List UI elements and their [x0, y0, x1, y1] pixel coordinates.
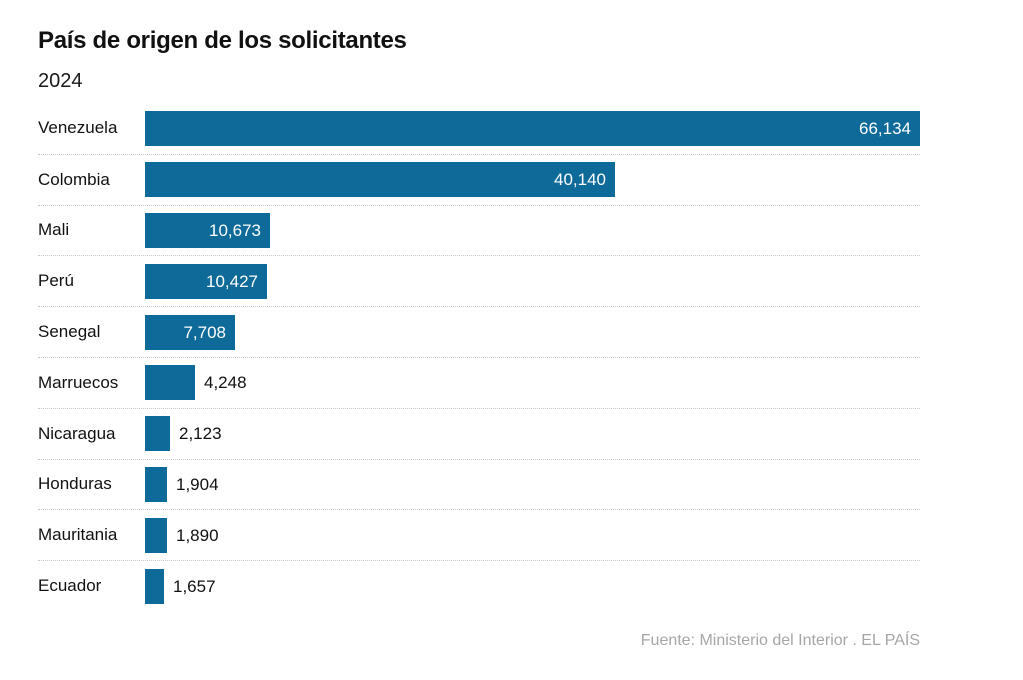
bar-row: Ecuador 1,657: [38, 560, 920, 611]
bar-row: Perú 10,427: [38, 255, 920, 306]
bar-track: 40,140: [145, 162, 920, 198]
country-label: Venezuela: [38, 118, 118, 138]
value-label: 1,890: [176, 525, 219, 545]
bar-track: 1,657: [145, 568, 920, 604]
country-label: Colombia: [38, 169, 110, 189]
bar: 66,134: [145, 110, 920, 146]
bar-track: 7,708: [145, 314, 920, 350]
country-label: Ecuador: [38, 576, 102, 596]
chart-subtitle: 2024: [38, 70, 83, 92]
bar: [145, 466, 167, 502]
bar-track: 4,248: [145, 365, 920, 401]
bar: 40,140: [145, 162, 615, 198]
bar-row: Mauritania 1,890: [38, 509, 920, 560]
bar-row: Marruecos 4,248: [38, 356, 920, 408]
value-label: 1,904: [176, 474, 219, 494]
value-label: 66,134: [859, 118, 911, 138]
bar-track: 66,134: [145, 110, 920, 146]
bar-rows: Venezuela 66,134 Colombia 40,140 Mali 10…: [38, 103, 920, 611]
value-label: 4,248: [204, 373, 247, 393]
bar: 10,673: [145, 212, 270, 248]
bar-track: 1,904: [145, 466, 920, 502]
chart-title: País de origen de los solicitantes: [38, 27, 407, 54]
bar-row: Senegal 7,708: [38, 306, 920, 357]
country-label: Perú: [38, 271, 74, 291]
source-credit: Fuente: Ministerio del Interior . EL PAÍ…: [640, 632, 920, 649]
bar-row: Nicaragua 2,123: [38, 407, 920, 459]
value-label: 1,657: [173, 576, 216, 596]
bar: 10,427: [145, 263, 267, 299]
bar: [145, 517, 167, 553]
country-label: Senegal: [38, 322, 101, 342]
bar: 7,708: [145, 314, 235, 350]
country-label: Honduras: [38, 474, 112, 494]
value-label: 10,427: [206, 271, 258, 291]
bar: [145, 416, 170, 452]
bar: [145, 365, 195, 401]
country-label: Mali: [38, 220, 70, 240]
bar-track: 10,673: [145, 212, 920, 248]
bar: [145, 568, 164, 604]
bar-row: Colombia 40,140: [38, 153, 920, 205]
bar-row: Honduras 1,904: [38, 458, 920, 510]
country-label: Marruecos: [38, 372, 119, 392]
bar-track: 1,890: [145, 517, 920, 553]
bar-track: 10,427: [145, 263, 920, 299]
country-label: Nicaragua: [38, 423, 116, 443]
bar-row: Venezuela 66,134: [38, 103, 920, 154]
value-label: 10,673: [209, 220, 261, 240]
country-label: Mauritania: [38, 525, 118, 545]
value-label: 2,123: [179, 424, 222, 444]
value-label: 7,708: [183, 322, 226, 342]
value-label: 40,140: [554, 170, 606, 190]
bar-track: 2,123: [145, 416, 920, 452]
bar-row: Mali 10,673: [38, 204, 920, 256]
